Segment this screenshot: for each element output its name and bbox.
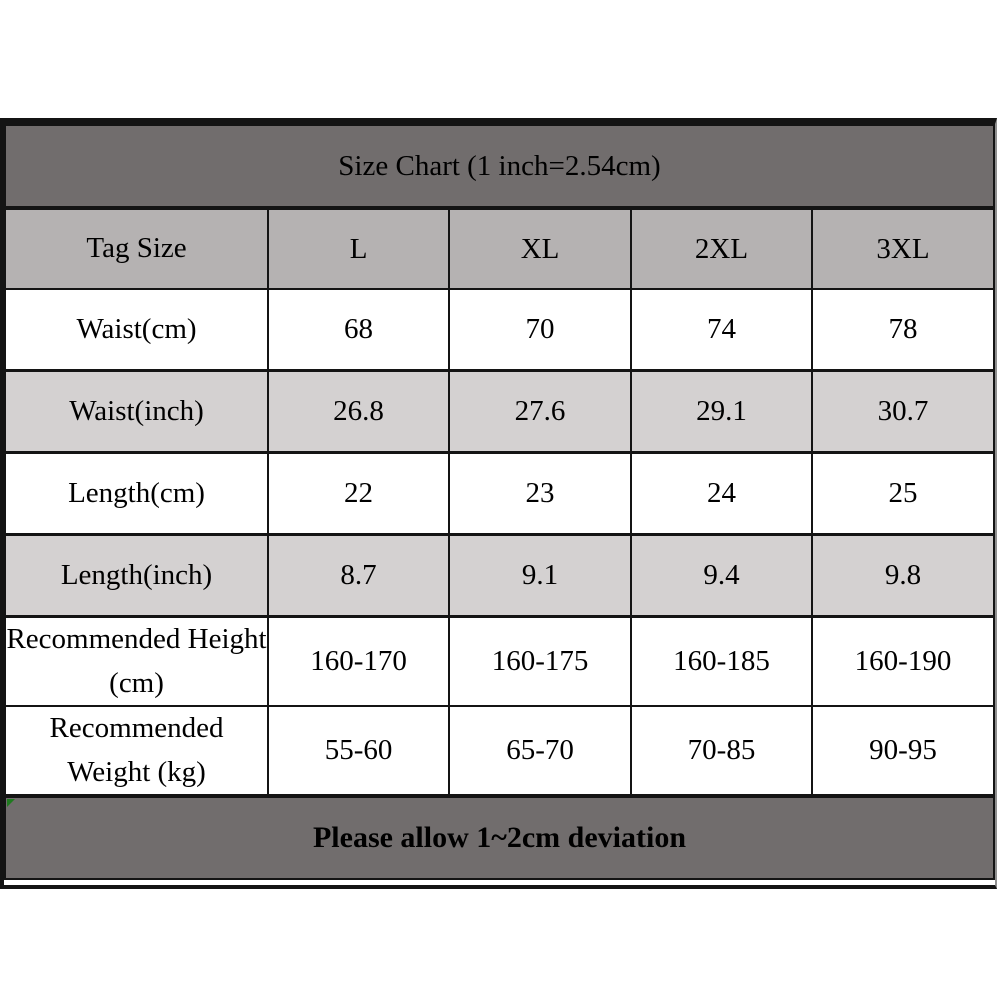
cell-value: 22 <box>267 451 451 536</box>
row-label: Recommended Height (cm) <box>3 615 270 707</box>
row-label: Waist(cm) <box>3 288 270 372</box>
cell-value: 9.1 <box>448 533 633 618</box>
cell-value: 160-175 <box>448 615 633 707</box>
cell-value: 68 <box>267 288 451 372</box>
row-label: Length(inch) <box>3 533 270 618</box>
table-row-length-inch: Length(inch) 8.7 9.1 9.4 9.8 <box>3 533 995 618</box>
cell-value: 8.7 <box>267 533 451 618</box>
table-row-waist-inch: Waist(inch) 26.8 27.6 29.1 30.7 <box>3 369 995 454</box>
cell-value: 24 <box>630 451 813 536</box>
size-chart-panel: Size Chart (1 inch=2.54cm) Tag Size L XL… <box>0 118 997 889</box>
row-label: Recommended Weight (kg) <box>3 705 270 797</box>
column-header-tag-size: Tag Size <box>3 207 270 290</box>
header-row: Tag Size L XL 2XL 3XL <box>3 207 995 290</box>
column-header-2xl: 2XL <box>630 207 813 290</box>
cell-value: 29.1 <box>630 369 813 454</box>
cell-value: 9.8 <box>811 533 995 618</box>
cell-value: 160-170 <box>267 615 451 707</box>
table-row-length-cm: Length(cm) 22 23 24 25 <box>3 451 995 536</box>
cell-value: 30.7 <box>811 369 995 454</box>
title-row: Size Chart (1 inch=2.54cm) <box>4 124 995 210</box>
deviation-note-text: Please allow 1~2cm deviation <box>312 821 687 854</box>
column-header-xl: XL <box>448 207 633 290</box>
cell-value: 160-185 <box>630 615 813 707</box>
column-header-l: L <box>267 207 451 290</box>
row-label: Length(cm) <box>3 451 270 536</box>
cell-value: 160-190 <box>811 615 995 707</box>
cell-value: 26.8 <box>267 369 451 454</box>
size-chart-title: Size Chart (1 inch=2.54cm) <box>4 124 995 210</box>
cell-value: 78 <box>811 288 995 372</box>
table-row-waist-cm: Waist(cm) 68 70 74 78 <box>3 288 995 372</box>
cell-value: 90-95 <box>811 705 995 797</box>
cell-value: 65-70 <box>448 705 633 797</box>
corner-marker <box>7 800 15 807</box>
row-label: Waist(inch) <box>3 369 270 454</box>
cell-value: 25 <box>811 451 995 536</box>
cell-value: 74 <box>630 288 813 372</box>
table-row-recommended-weight: Recommended Weight (kg) 55-60 65-70 70-8… <box>3 705 995 797</box>
cell-value: 9.4 <box>630 533 813 618</box>
cell-value: 27.6 <box>448 369 633 454</box>
table-row-recommended-height: Recommended Height (cm) 160-170 160-175 … <box>3 615 995 707</box>
cell-value: 70 <box>448 288 633 372</box>
size-chart-table: Size Chart (1 inch=2.54cm) Tag Size L XL… <box>3 124 995 880</box>
footer-row: Please allow 1~2cm deviation <box>4 794 995 880</box>
deviation-note: Please allow 1~2cm deviation <box>4 794 995 880</box>
column-header-3xl: 3XL <box>811 207 995 290</box>
cell-value: 70-85 <box>630 705 813 797</box>
cell-value: 23 <box>448 451 633 536</box>
cell-value: 55-60 <box>267 705 451 797</box>
